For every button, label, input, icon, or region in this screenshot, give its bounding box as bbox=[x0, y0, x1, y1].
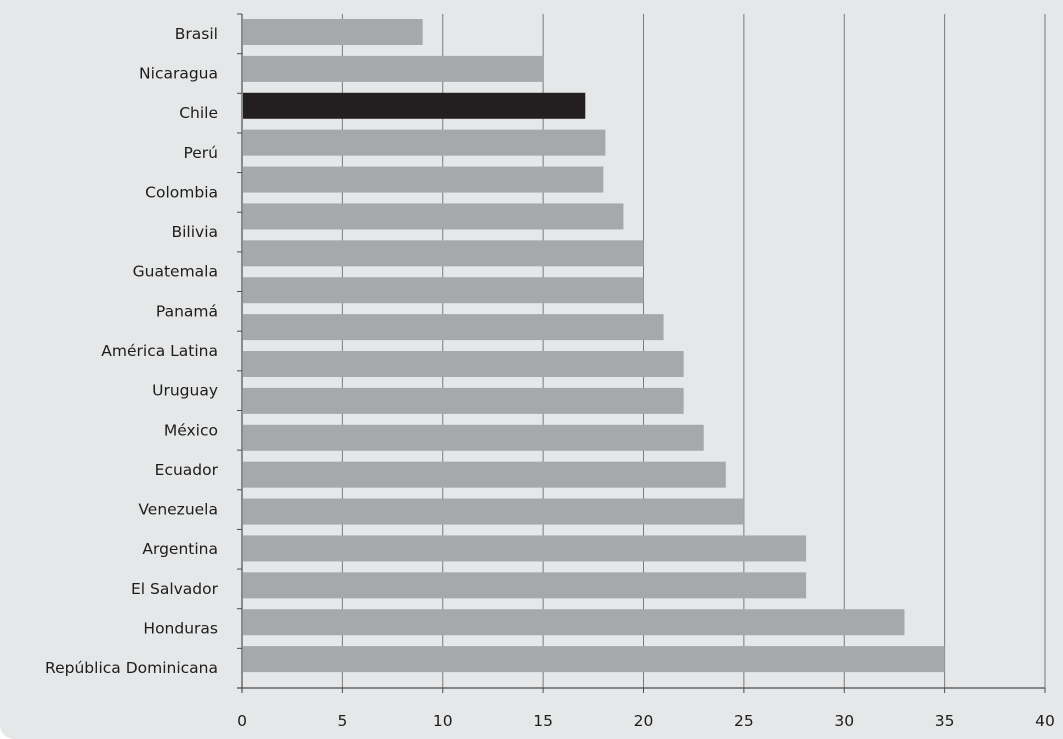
x-tick-label-15: 15 bbox=[533, 712, 553, 730]
bar-america-latina bbox=[243, 314, 664, 341]
category-label-uruguay: Uruguay bbox=[152, 382, 218, 400]
category-label-nicaragua: Nicaragua bbox=[139, 64, 218, 82]
bar-bilivia bbox=[243, 203, 624, 230]
x-tick-label-30: 30 bbox=[834, 712, 854, 730]
bar-nicaragua bbox=[243, 55, 544, 82]
bar-ecuador bbox=[243, 424, 704, 451]
bar-argentina bbox=[243, 498, 744, 525]
bar-republica-dominicana bbox=[243, 609, 905, 636]
category-label-chile: Chile bbox=[179, 104, 218, 122]
category-label-argentina: Argentina bbox=[142, 540, 218, 558]
x-tick-label-10: 10 bbox=[433, 712, 453, 730]
category-label-el-salvador: El Salvador bbox=[131, 580, 219, 598]
bar-uruguay bbox=[243, 351, 684, 377]
bar-venezuela bbox=[243, 461, 726, 488]
category-label-bilivia: Bilivia bbox=[171, 223, 218, 241]
x-tick-label-40: 40 bbox=[1035, 712, 1055, 730]
bar-brasil bbox=[243, 19, 423, 45]
x-tick-label-5: 5 bbox=[337, 712, 347, 730]
category-label-colombia: Colombia bbox=[145, 183, 218, 201]
category-label-america-latina: América Latina bbox=[101, 342, 218, 360]
bar-chile bbox=[243, 92, 586, 119]
category-label-panama: Panamá bbox=[156, 302, 218, 320]
category-label-republica-dominicana: República Dominicana bbox=[45, 659, 218, 677]
x-tick-label-25: 25 bbox=[734, 712, 754, 730]
bar-17 bbox=[243, 646, 945, 673]
bar-mexico bbox=[243, 387, 684, 414]
category-label-brasil: Brasil bbox=[175, 25, 218, 43]
bar-panama bbox=[243, 277, 644, 304]
category-label-peru: Perú bbox=[183, 144, 218, 162]
category-label-guatemala: Guatemala bbox=[133, 263, 218, 281]
category-label-honduras: Honduras bbox=[143, 620, 218, 638]
x-tick-label-35: 35 bbox=[935, 712, 955, 730]
bar-guatemala bbox=[243, 240, 644, 267]
axes bbox=[237, 13, 1046, 693]
bar-el-salvador bbox=[243, 535, 807, 562]
x-tick-label-0: 0 bbox=[237, 712, 247, 730]
bar-colombia bbox=[243, 166, 604, 193]
bar-peru bbox=[243, 129, 606, 156]
category-label-mexico: México bbox=[164, 421, 218, 439]
labels: Brasil Nicaragua Chile Perú Colombia Bilivia G… bbox=[45, 25, 1055, 730]
category-label-venezuela: Venezuela bbox=[138, 501, 218, 519]
category-label-ecuador: Ecuador bbox=[155, 461, 219, 479]
bars bbox=[243, 19, 945, 673]
bar-honduras bbox=[243, 572, 807, 599]
x-tick-label-20: 20 bbox=[634, 712, 654, 730]
